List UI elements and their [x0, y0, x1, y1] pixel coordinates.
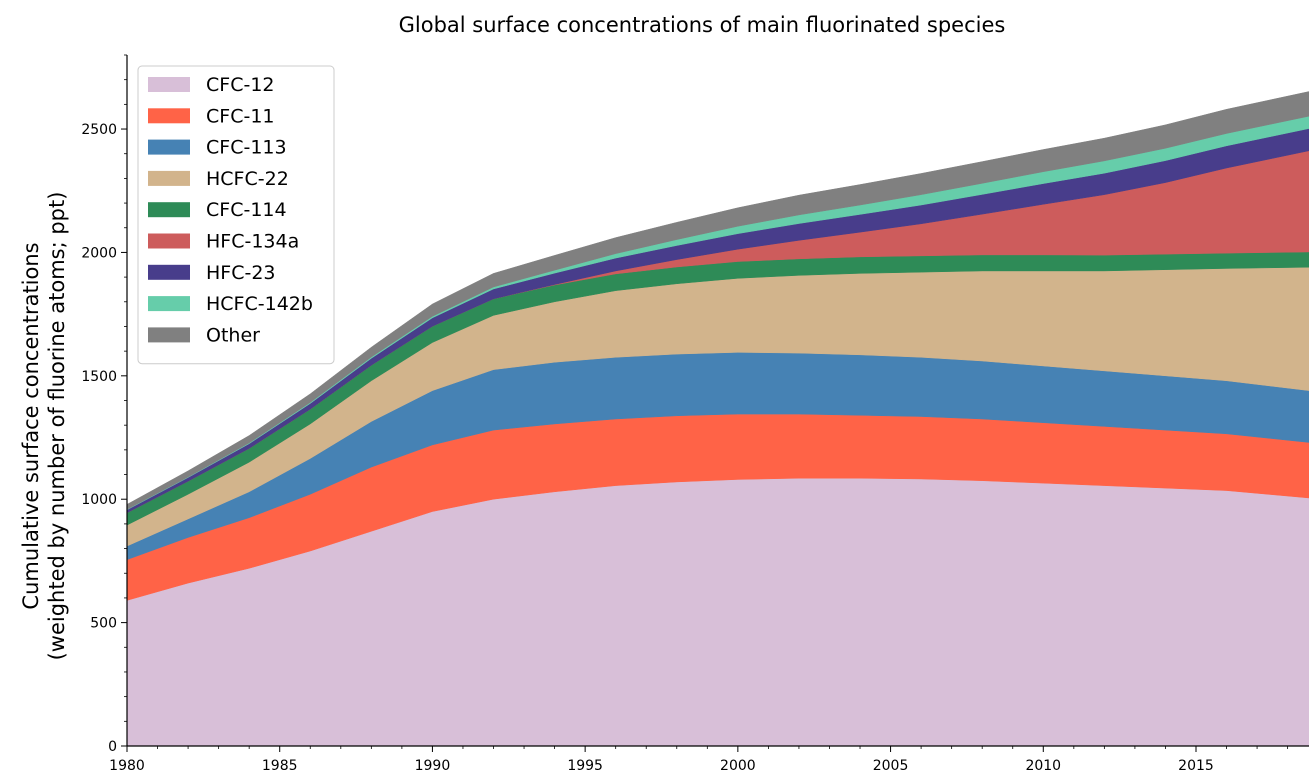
x-tick-label: 2005	[873, 758, 909, 774]
x-tick-label: 1995	[567, 758, 603, 774]
legend-label: CFC-12	[206, 74, 275, 96]
legend-swatch	[148, 202, 190, 218]
y-axis-label-line2: (weighted by number of fluorine atoms; p…	[45, 192, 69, 661]
y-axis-label-line1: Cumulative surface concentrations	[19, 242, 43, 609]
x-tick-label: 1990	[415, 758, 451, 774]
legend-label: HFC-23	[206, 262, 276, 284]
x-tick-label: 2000	[720, 758, 756, 774]
axes: 1980 1985 1990 1995 2000 2005 2010 2015 0 500 1000…	[81, 54, 1309, 774]
legend-label: CFC-11	[206, 105, 275, 127]
legend-swatch	[148, 139, 190, 155]
legend-swatch	[148, 264, 190, 280]
legend-label: Other	[206, 324, 260, 346]
y-tick-label: 2500	[81, 122, 117, 138]
legend: CFC-12 CFC-11 CFC-113 HCFC-22 CFC-114 HFC-134…	[137, 65, 335, 365]
legend-label: CFC-114	[206, 199, 287, 221]
x-tick-label: 2010	[1025, 758, 1061, 774]
legend-swatch	[148, 296, 190, 312]
y-tick-label: 1000	[81, 492, 117, 508]
y-tick-label: 1500	[81, 369, 117, 385]
legend-label: HCFC-22	[206, 168, 289, 190]
x-tick-label: 1980	[109, 758, 145, 774]
legend-swatch	[148, 108, 190, 124]
legend-swatch	[148, 233, 190, 249]
y-tick-label: 2000	[81, 245, 117, 261]
chart-title: Global surface concentrations of main fl…	[399, 13, 1006, 37]
legend-label: CFC-113	[206, 137, 287, 159]
legend-swatch	[148, 327, 190, 343]
area-layers	[126, 91, 1309, 747]
x-tick-label: 2015	[1178, 758, 1214, 774]
y-tick-label: 0	[108, 739, 117, 755]
legend-label: HCFC-142b	[206, 293, 313, 315]
y-axis-label: Cumulative surface concentrations (weigh…	[19, 192, 69, 661]
x-tick-label: 1985	[262, 758, 298, 774]
legend-swatch	[148, 170, 190, 186]
legend-label: HFC-134a	[206, 231, 299, 253]
area-other	[126, 91, 1309, 510]
y-tick-label: 500	[90, 616, 117, 632]
legend-swatch	[148, 77, 190, 92]
